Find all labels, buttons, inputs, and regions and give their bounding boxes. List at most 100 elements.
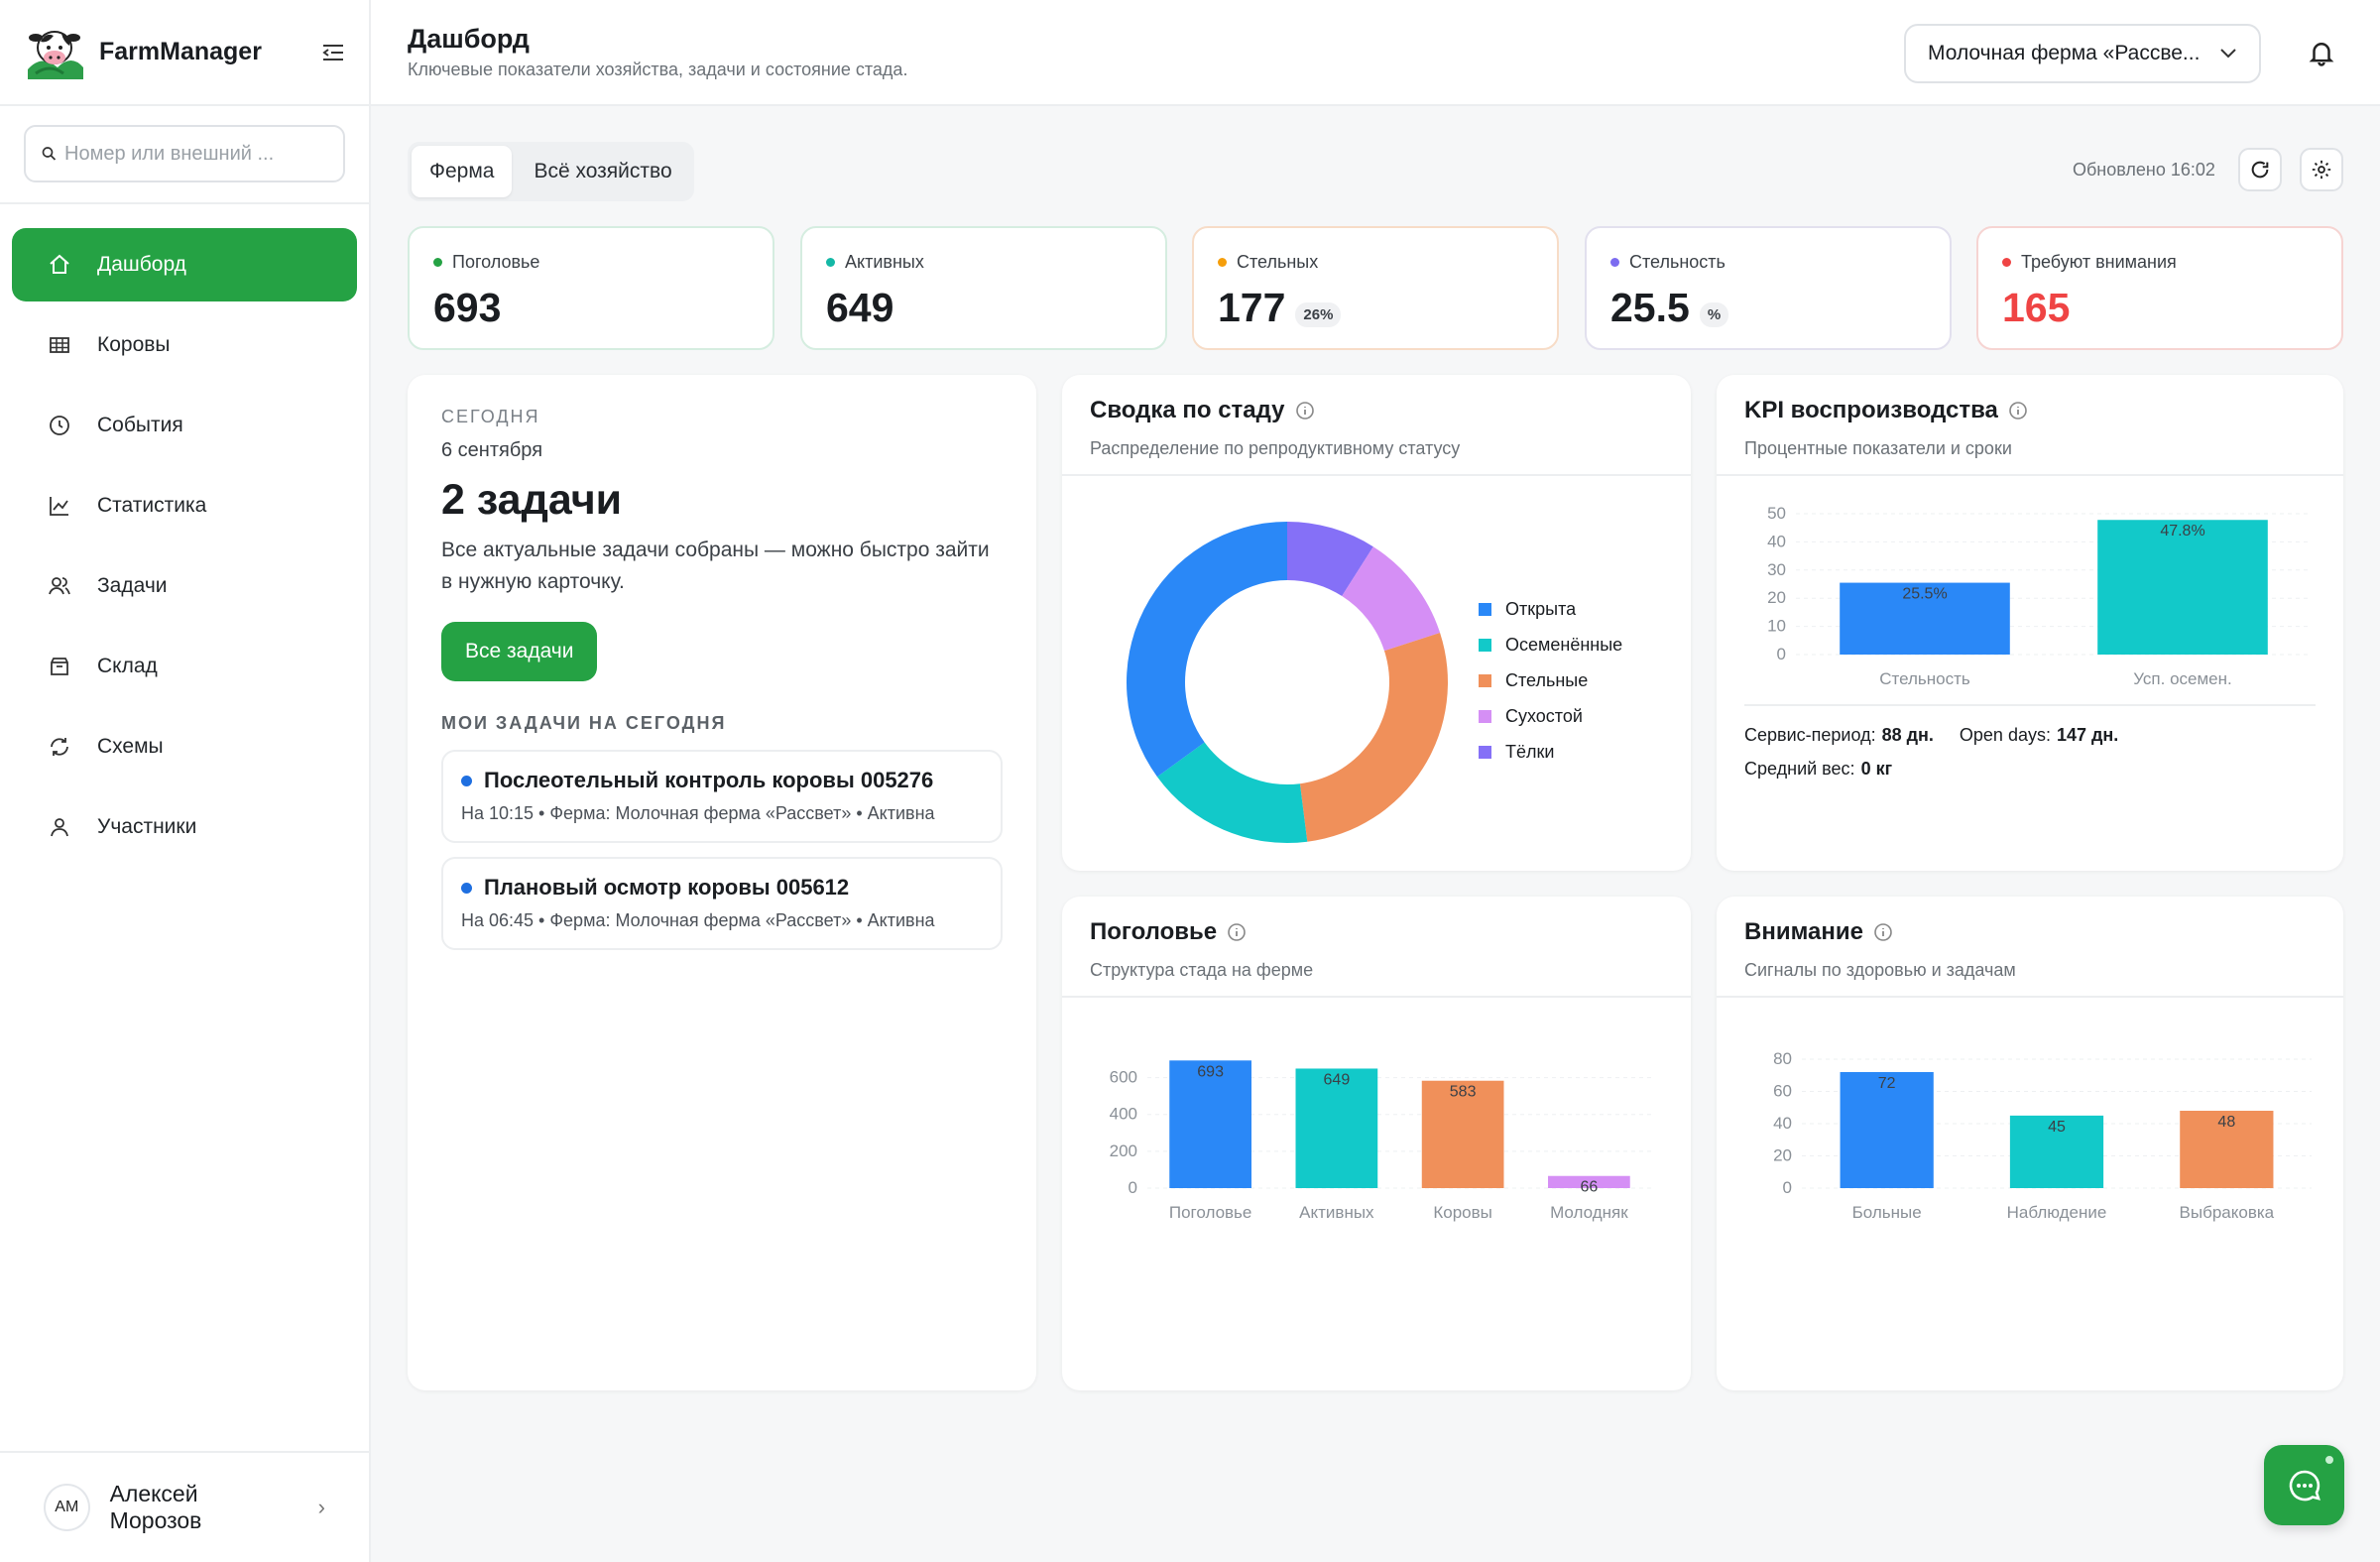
kpi-card-pregnancy-rate[interactable]: Стельность 25.5% <box>1585 226 1952 350</box>
chat-button[interactable] <box>2264 1445 2344 1525</box>
data-label: 66 <box>1580 1179 1598 1196</box>
bar-1 <box>2009 1115 2104 1188</box>
sidebar-item-members[interactable]: Участники <box>12 790 357 864</box>
sidebar-item-dashboard[interactable]: Дашборд <box>12 228 357 301</box>
donut-slice-2 <box>1299 632 1448 842</box>
bar-2 <box>1421 1080 1504 1188</box>
scope-switcher: Ферма Всё хозяйство <box>408 142 694 201</box>
reproduction-bar-chart: 0 10 20 30 40 50 25.5% Стельность 47.8% Усп. осем… <box>1767 504 2312 688</box>
open-days-label: Open days: <box>1959 724 2051 745</box>
y-tick-label: 80 <box>1773 1049 1792 1068</box>
sidebar-item-label: Схемы <box>97 735 164 758</box>
info-icon[interactable] <box>2008 401 2028 421</box>
tasks-description: Все актуальные задачи собраны — можно бы… <box>441 539 990 593</box>
x-tick-label: Выбраковка <box>2180 1203 2275 1222</box>
all-tasks-button[interactable]: Все задачи <box>441 622 598 681</box>
legend-label: Открыта <box>1505 598 1577 619</box>
kpi-value: 25.5 <box>1610 285 1690 330</box>
sidebar-item-tasks[interactable]: Задачи <box>12 549 357 623</box>
user-name: Алексей Морозов <box>109 1481 202 1533</box>
card-title: KPI воспроизводства <box>1744 397 1998 423</box>
sidebar-item-label: Склад <box>97 655 158 677</box>
card-subtitle: Структура стада на ферме <box>1090 960 1314 980</box>
status-dot <box>1610 258 1619 267</box>
refresh-button[interactable] <box>2238 148 2282 191</box>
tab-all-holding[interactable]: Всё хозяйство <box>534 160 672 182</box>
today-eyebrow: СЕГОДНЯ <box>441 407 540 426</box>
herd-summary-card: Сводка по стаду Распределение по репроду… <box>1062 375 1691 871</box>
info-icon[interactable] <box>1873 922 1893 942</box>
kpi-card-active[interactable]: Активных 649 <box>800 226 1167 350</box>
kpi-label: Стельных <box>1237 252 1319 272</box>
legend-item: Стельные <box>1479 662 1622 698</box>
grid-icon <box>50 337 69 353</box>
tab-farm[interactable]: Ферма <box>412 146 513 197</box>
x-tick-label: Стельность <box>1879 669 1970 688</box>
updated-time: Обновлено 16:02 <box>2073 160 2215 180</box>
bell-icon[interactable] <box>2307 38 2336 67</box>
reproduction-kpi-card: KPI воспроизводства Процентные показател… <box>1717 375 2343 871</box>
y-tick-label: 10 <box>1767 617 1786 636</box>
card-title: Сводка по стаду <box>1090 397 1285 423</box>
card-title: Внимание <box>1744 918 1863 945</box>
donut-slice-1 <box>1156 742 1308 843</box>
today-tasks-panel: СЕГОДНЯ 6 сентября 2 задачи Все актуальн… <box>408 375 1036 1390</box>
status-dot <box>2002 258 2011 267</box>
sidebar-item-label: Участники <box>97 815 197 838</box>
avg-weight-value: 0 кг <box>1860 758 1893 779</box>
info-icon[interactable] <box>1227 922 1247 942</box>
collapse-sidebar-icon[interactable] <box>319 39 347 66</box>
app-name: FarmManager <box>99 38 262 65</box>
sidebar-item-label: События <box>97 414 183 436</box>
kpi-card-herd[interactable]: Поголовье 693 <box>408 226 774 350</box>
task-title: Плановый осмотр коровы 005612 <box>484 875 850 900</box>
bar-0 <box>1840 582 2010 655</box>
kpi-label: Активных <box>845 252 924 272</box>
y-tick-label: 0 <box>1129 1178 1137 1197</box>
legend-item: Открыта <box>1479 591 1622 627</box>
user-icon <box>51 818 68 837</box>
y-tick-label: 0 <box>1783 1178 1792 1197</box>
data-label: 47.8% <box>2160 523 2204 540</box>
y-tick-label: 0 <box>1777 645 1786 663</box>
settings-button[interactable] <box>2300 148 2343 191</box>
donut-slice-4 <box>1287 522 1373 597</box>
user-menu[interactable]: АМ Алексей Морозов › <box>0 1451 369 1562</box>
info-icon[interactable] <box>1295 401 1315 421</box>
kpi-card-pregnant[interactable]: Стельных 177 26% <box>1192 226 1559 350</box>
page-subtitle: Ключевые показатели хозяйства, задачи и … <box>408 60 908 79</box>
sidebar-item-cows[interactable]: Коровы <box>12 308 357 382</box>
box-icon <box>51 658 68 675</box>
sidebar-item-statistics[interactable]: Статистика <box>12 469 357 542</box>
x-tick-label: Коровы <box>1433 1203 1492 1222</box>
legend-label: Осеменённые <box>1505 634 1623 655</box>
bar-0 <box>1169 1060 1251 1188</box>
legend-label: Тёлки <box>1505 741 1555 762</box>
task-item[interactable]: Плановый осмотр коровы 005612 На 06:45 •… <box>441 857 1003 950</box>
chart-legend: Открыта Осеменённые Стельные Сухостой Тёлки <box>1479 591 1622 770</box>
y-tick-label: 400 <box>1110 1105 1137 1124</box>
card-subtitle: Процентные показатели и сроки <box>1744 438 2012 458</box>
data-label: 25.5% <box>1902 586 1947 603</box>
card-subtitle: Сигналы по здоровью и задачам <box>1744 960 2016 980</box>
top-header: Дашборд Ключевые показатели хозяйства, з… <box>371 0 2380 106</box>
my-tasks-heading: МОИ ЗАДАЧИ НА СЕГОДНЯ <box>441 713 727 733</box>
bar-1 <box>1295 1068 1378 1188</box>
page-title: Дашборд <box>408 24 530 54</box>
status-dot <box>433 258 442 267</box>
sidebar-item-label: Статистика <box>97 494 207 517</box>
sidebar-item-events[interactable]: События <box>12 389 357 462</box>
x-tick-label: Усп. осемен. <box>2133 669 2231 688</box>
farm-select-value: Молочная ферма «Рассве... <box>1928 42 2201 64</box>
sidebar-nav: Дашборд Коровы События Статистика Задачи… <box>0 204 369 895</box>
kpi-value: 177 <box>1218 285 1286 330</box>
legend-swatch <box>1479 673 1491 687</box>
avatar: АМ <box>44 1484 90 1531</box>
task-item[interactable]: Послеотельный контроль коровы 005276 На … <box>441 750 1003 843</box>
sidebar-item-schemes[interactable]: Схемы <box>12 710 357 783</box>
search-input[interactable] <box>64 142 327 166</box>
kpi-card-attention[interactable]: Требуют внимания 165 <box>1976 226 2343 350</box>
brand: FarmManager <box>0 0 369 106</box>
farm-select[interactable]: Молочная ферма «Рассве... <box>1904 24 2261 83</box>
sidebar-item-warehouse[interactable]: Склад <box>12 630 357 703</box>
